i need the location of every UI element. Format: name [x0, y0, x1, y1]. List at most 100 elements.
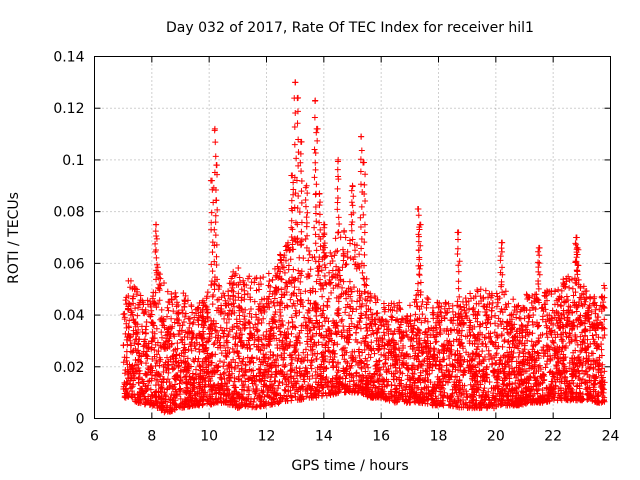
data-point	[492, 360, 499, 367]
data-point	[300, 349, 307, 356]
data-point	[311, 339, 318, 346]
data-point	[352, 336, 359, 343]
data-point	[266, 278, 273, 285]
data-point	[551, 314, 558, 321]
data-point	[418, 386, 425, 393]
data-point	[451, 352, 458, 359]
data-point	[143, 323, 150, 330]
data-point	[186, 320, 193, 327]
data-point	[332, 248, 339, 255]
data-point	[570, 292, 577, 299]
data-point	[359, 269, 366, 276]
data-point	[221, 342, 228, 349]
data-point	[247, 285, 254, 292]
data-point	[558, 303, 565, 310]
data-point	[601, 368, 608, 375]
data-point	[488, 338, 495, 345]
data-point	[476, 367, 483, 374]
data-point	[193, 366, 200, 373]
data-point	[262, 335, 269, 342]
data-point	[558, 348, 565, 355]
data-point	[599, 335, 606, 342]
data-point	[330, 285, 337, 292]
data-point	[232, 341, 239, 348]
data-point	[290, 266, 297, 273]
data-point	[367, 298, 374, 305]
data-point	[598, 346, 605, 353]
data-point	[593, 317, 600, 324]
data-points	[120, 79, 608, 416]
data-point	[254, 327, 261, 334]
data-point	[445, 331, 452, 338]
data-point	[164, 304, 171, 311]
data-point	[391, 345, 398, 352]
data-point	[276, 378, 283, 385]
data-point	[175, 302, 182, 309]
data-point	[542, 364, 549, 371]
data-point	[545, 288, 552, 295]
data-point	[245, 383, 252, 390]
data-point	[488, 307, 495, 314]
data-point	[241, 313, 248, 320]
data-point	[192, 345, 199, 352]
data-point	[543, 361, 550, 368]
data-point	[357, 310, 364, 317]
data-point	[216, 358, 223, 365]
data-point	[566, 365, 573, 372]
data-point	[585, 343, 592, 350]
data-point	[412, 331, 419, 338]
data-point	[479, 356, 486, 363]
data-point	[124, 341, 131, 348]
data-point	[534, 323, 541, 330]
data-point	[498, 305, 505, 312]
data-point	[479, 348, 486, 355]
data-point	[198, 321, 205, 328]
data-point	[404, 390, 411, 397]
data-point	[385, 378, 392, 385]
data-point	[218, 350, 225, 357]
data-point	[372, 299, 379, 306]
data-point	[279, 318, 286, 325]
data-point	[209, 301, 216, 308]
data-point	[335, 359, 342, 366]
data-point	[433, 338, 440, 345]
data-point	[235, 264, 242, 271]
data-point	[284, 303, 291, 310]
data-point	[443, 328, 450, 334]
data-point	[467, 332, 474, 339]
data-point	[335, 305, 342, 312]
data-point	[246, 310, 253, 317]
data-point	[601, 331, 608, 338]
data-point	[373, 310, 380, 317]
data-point	[536, 362, 543, 369]
data-point	[339, 284, 346, 291]
data-point	[225, 362, 232, 369]
data-point	[290, 300, 297, 307]
data-point	[258, 319, 265, 326]
data-point	[256, 346, 263, 353]
data-point	[240, 387, 247, 394]
data-point	[412, 296, 419, 303]
data-point	[178, 336, 185, 343]
data-point	[474, 286, 481, 293]
data-point	[516, 315, 523, 322]
data-point	[340, 323, 347, 330]
data-point	[307, 266, 314, 273]
data-point	[411, 299, 418, 306]
data-point	[120, 342, 127, 349]
data-point	[184, 355, 191, 362]
x-axis-label: GPS time / hours	[291, 458, 408, 474]
data-point	[591, 358, 598, 365]
data-point	[382, 317, 389, 324]
data-point	[363, 321, 370, 328]
data-point	[491, 320, 498, 327]
data-point	[305, 257, 312, 264]
data-point	[326, 359, 333, 366]
data-point	[518, 321, 525, 328]
data-point	[260, 274, 267, 281]
data-point	[332, 235, 339, 242]
data-point	[172, 289, 179, 296]
data-point	[544, 334, 551, 341]
data-point	[351, 284, 358, 291]
data-point	[403, 328, 410, 335]
